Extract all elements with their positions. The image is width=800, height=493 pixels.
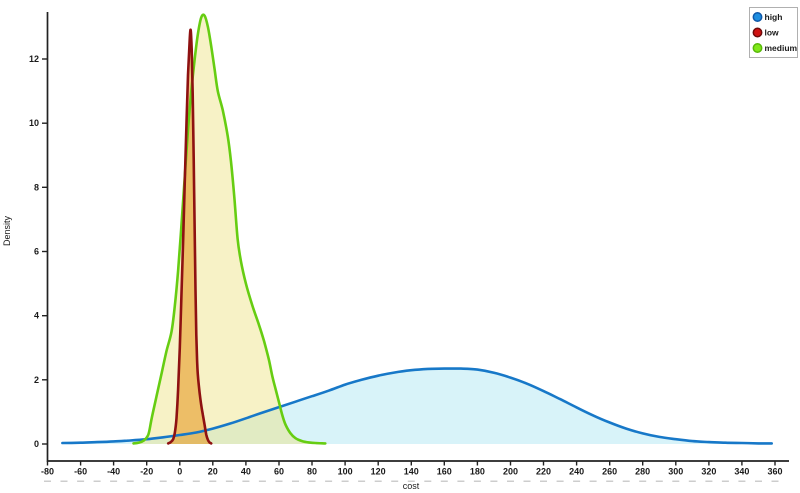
axes-layer: -80 -60 -40 -20 0 20 40 60 80 100 120 140 160 180 200 2… <box>29 12 789 482</box>
x-minor-dash <box>242 480 250 482</box>
x-minor-dash <box>589 480 597 482</box>
x-minor-dash <box>407 480 415 482</box>
y-tick-label: 10 <box>29 118 39 128</box>
x-minor-dash <box>391 480 399 482</box>
x-minor-dash <box>771 480 779 482</box>
x-tick-label: 20 <box>208 467 218 477</box>
series-lines-layer <box>61 13 773 445</box>
legend-item-high[interactable]: high <box>752 12 783 22</box>
series-fills-layer <box>62 14 772 445</box>
x-tick-label: 40 <box>241 467 251 477</box>
x-minor-dash <box>159 480 167 482</box>
x-minor-dash <box>60 480 68 482</box>
x-minor-dash <box>655 480 663 482</box>
x-tick-label: 120 <box>371 467 386 477</box>
series-line-low <box>166 28 213 445</box>
x-minor-dash <box>688 480 696 482</box>
x-minor-dash <box>639 480 647 482</box>
x-minor-dash <box>606 480 614 482</box>
x-tick-label: -60 <box>74 467 87 477</box>
legend: high low medium <box>749 7 798 58</box>
series-line-high <box>61 367 773 445</box>
x-minor-dash <box>258 480 266 482</box>
x-tick-label: 300 <box>668 467 683 477</box>
x-tick-label: 60 <box>274 467 284 477</box>
x-tick-label: -80 <box>41 467 54 477</box>
x-axis-title: cost <box>403 481 420 491</box>
x-minor-dash <box>225 480 233 482</box>
x-minor-dash <box>292 480 299 482</box>
x-tick-label: 340 <box>734 467 749 477</box>
x-minor-dash <box>325 480 333 482</box>
x-minor-dash <box>490 480 498 482</box>
legend-label-low: low <box>765 28 780 38</box>
y-tick-label: 2 <box>34 375 39 385</box>
x-minor-dash <box>358 480 366 482</box>
x-minor-dash <box>755 480 762 482</box>
x-minor-dash <box>44 480 51 482</box>
x-tick-label: 180 <box>470 467 485 477</box>
y-tick-label: 0 <box>34 439 39 449</box>
x-tick-label: 0 <box>177 467 182 477</box>
legend-label-medium: medium <box>765 43 798 53</box>
legend-dot-medium <box>752 43 763 53</box>
x-minor-dash <box>275 480 283 482</box>
series-fill-high <box>62 368 772 444</box>
x-minor-dash <box>556 480 564 482</box>
x-tick-label: 240 <box>569 467 584 477</box>
x-minor-dash <box>473 480 481 482</box>
legend-item-low[interactable]: low <box>752 27 780 38</box>
x-minor-dash <box>209 480 217 482</box>
x-minor-dash <box>507 480 514 482</box>
x-minor-dash <box>573 480 581 482</box>
x-minor-dash <box>705 480 713 482</box>
series-fill-low <box>168 29 212 445</box>
x-tick-label: 320 <box>701 467 716 477</box>
y-axis-title: Density <box>2 215 12 246</box>
x-tick-label: 220 <box>536 467 551 477</box>
x-tick-label: 80 <box>307 467 317 477</box>
x-minor-dash <box>110 480 118 482</box>
series-fill-medium <box>133 14 326 444</box>
x-minor-dash <box>457 480 465 482</box>
x-minor-dash <box>523 480 531 482</box>
x-minor-dash <box>622 480 630 482</box>
x-minor-dash <box>374 480 382 482</box>
x-minor-dash <box>192 480 200 482</box>
y-tick-label: 8 <box>34 182 39 192</box>
legend-dot-low <box>752 27 763 38</box>
x-tick-label: 140 <box>404 467 419 477</box>
x-tick-label: 100 <box>338 467 353 477</box>
y-tick-label: 6 <box>34 247 39 257</box>
x-minor-dash <box>77 480 85 482</box>
x-minor-dash <box>176 480 184 482</box>
x-minor-dash <box>540 480 547 482</box>
series-line-medium <box>132 13 327 445</box>
x-minor-dash <box>424 480 432 482</box>
legend-item-medium[interactable]: medium <box>752 43 798 53</box>
x-tick-label: -20 <box>140 467 153 477</box>
x-minor-dash <box>308 480 316 482</box>
x-minor-dash <box>738 480 746 482</box>
x-minor-dash <box>440 480 448 482</box>
x-tick-label: 200 <box>503 467 518 477</box>
y-tick-label: 12 <box>29 54 39 64</box>
x-minor-dash <box>93 480 101 482</box>
x-tick-label: 260 <box>602 467 617 477</box>
x-tick-label: 280 <box>635 467 650 477</box>
y-tick-label: 4 <box>34 311 39 321</box>
x-tick-label: 360 <box>767 467 782 477</box>
x-minor-dash <box>672 480 680 482</box>
x-minor-dash <box>126 480 134 482</box>
legend-label-high: high <box>765 12 783 22</box>
x-tick-label: 160 <box>437 467 452 477</box>
legend-dot-high <box>752 12 763 22</box>
x-minor-dash <box>341 480 349 482</box>
x-minor-dash <box>721 480 729 482</box>
x-minor-dash <box>143 480 151 482</box>
x-tick-label: -40 <box>107 467 120 477</box>
